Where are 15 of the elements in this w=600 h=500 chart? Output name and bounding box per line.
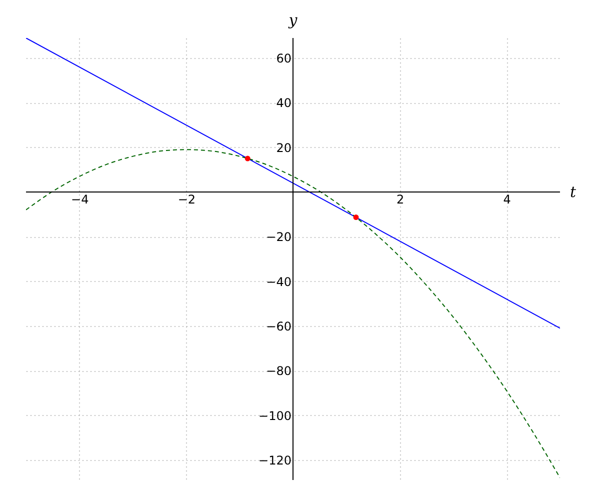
y-tick-label: −40 <box>266 274 292 289</box>
y-tick-label: −100 <box>258 408 292 423</box>
x-axis-title: t <box>570 183 577 202</box>
x-tick-label: −4 <box>71 192 89 207</box>
y-tick-label: 20 <box>276 140 292 155</box>
y-axis-title: y <box>288 11 298 29</box>
x-tick-label: −2 <box>178 192 196 207</box>
y-tick-label: −120 <box>258 453 292 468</box>
y-tick-label: −80 <box>266 364 292 378</box>
x-tick-label: 4 <box>503 192 511 207</box>
y-tick-label: 60 <box>276 52 292 66</box>
x-tick-label: 2 <box>396 192 404 207</box>
y-tick-label: −60 <box>266 319 292 334</box>
y-tick-label: 40 <box>276 96 292 110</box>
y-tick-label: −20 <box>266 230 292 244</box>
